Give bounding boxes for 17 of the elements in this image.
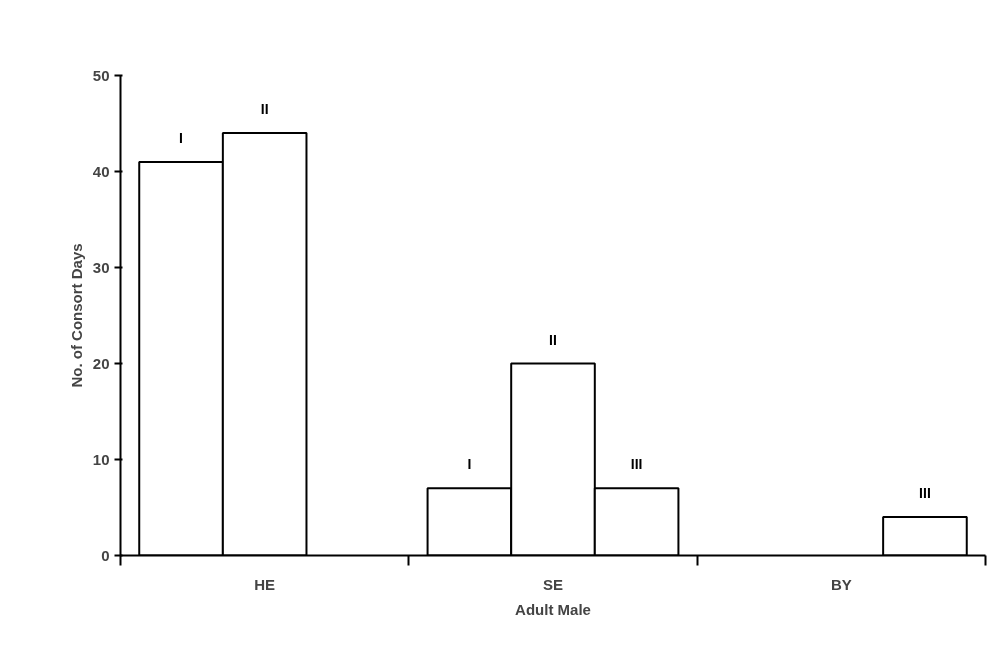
y-tick-label: 20 bbox=[92, 354, 110, 372]
x-axis-title: Adult Male bbox=[515, 600, 591, 618]
text: I bbox=[467, 456, 472, 473]
y-axis-title: No. of Consort Days bbox=[67, 243, 85, 388]
series-label: II bbox=[260, 101, 269, 118]
y-tick-label: 40 bbox=[92, 162, 110, 180]
series-label: III bbox=[630, 456, 643, 473]
x-tick-label: BY bbox=[830, 575, 852, 593]
x-tick-label: HE bbox=[254, 575, 276, 593]
y-tick-label: 10 bbox=[92, 450, 110, 468]
text: III bbox=[919, 485, 931, 502]
y-tick-label: 30 bbox=[92, 258, 110, 276]
series-label: I bbox=[179, 129, 183, 146]
x-tick-label: SE bbox=[543, 575, 564, 593]
y-tick-label: 0 bbox=[101, 546, 110, 564]
y-tick-label: 50 bbox=[92, 66, 110, 84]
text: II bbox=[549, 331, 557, 348]
